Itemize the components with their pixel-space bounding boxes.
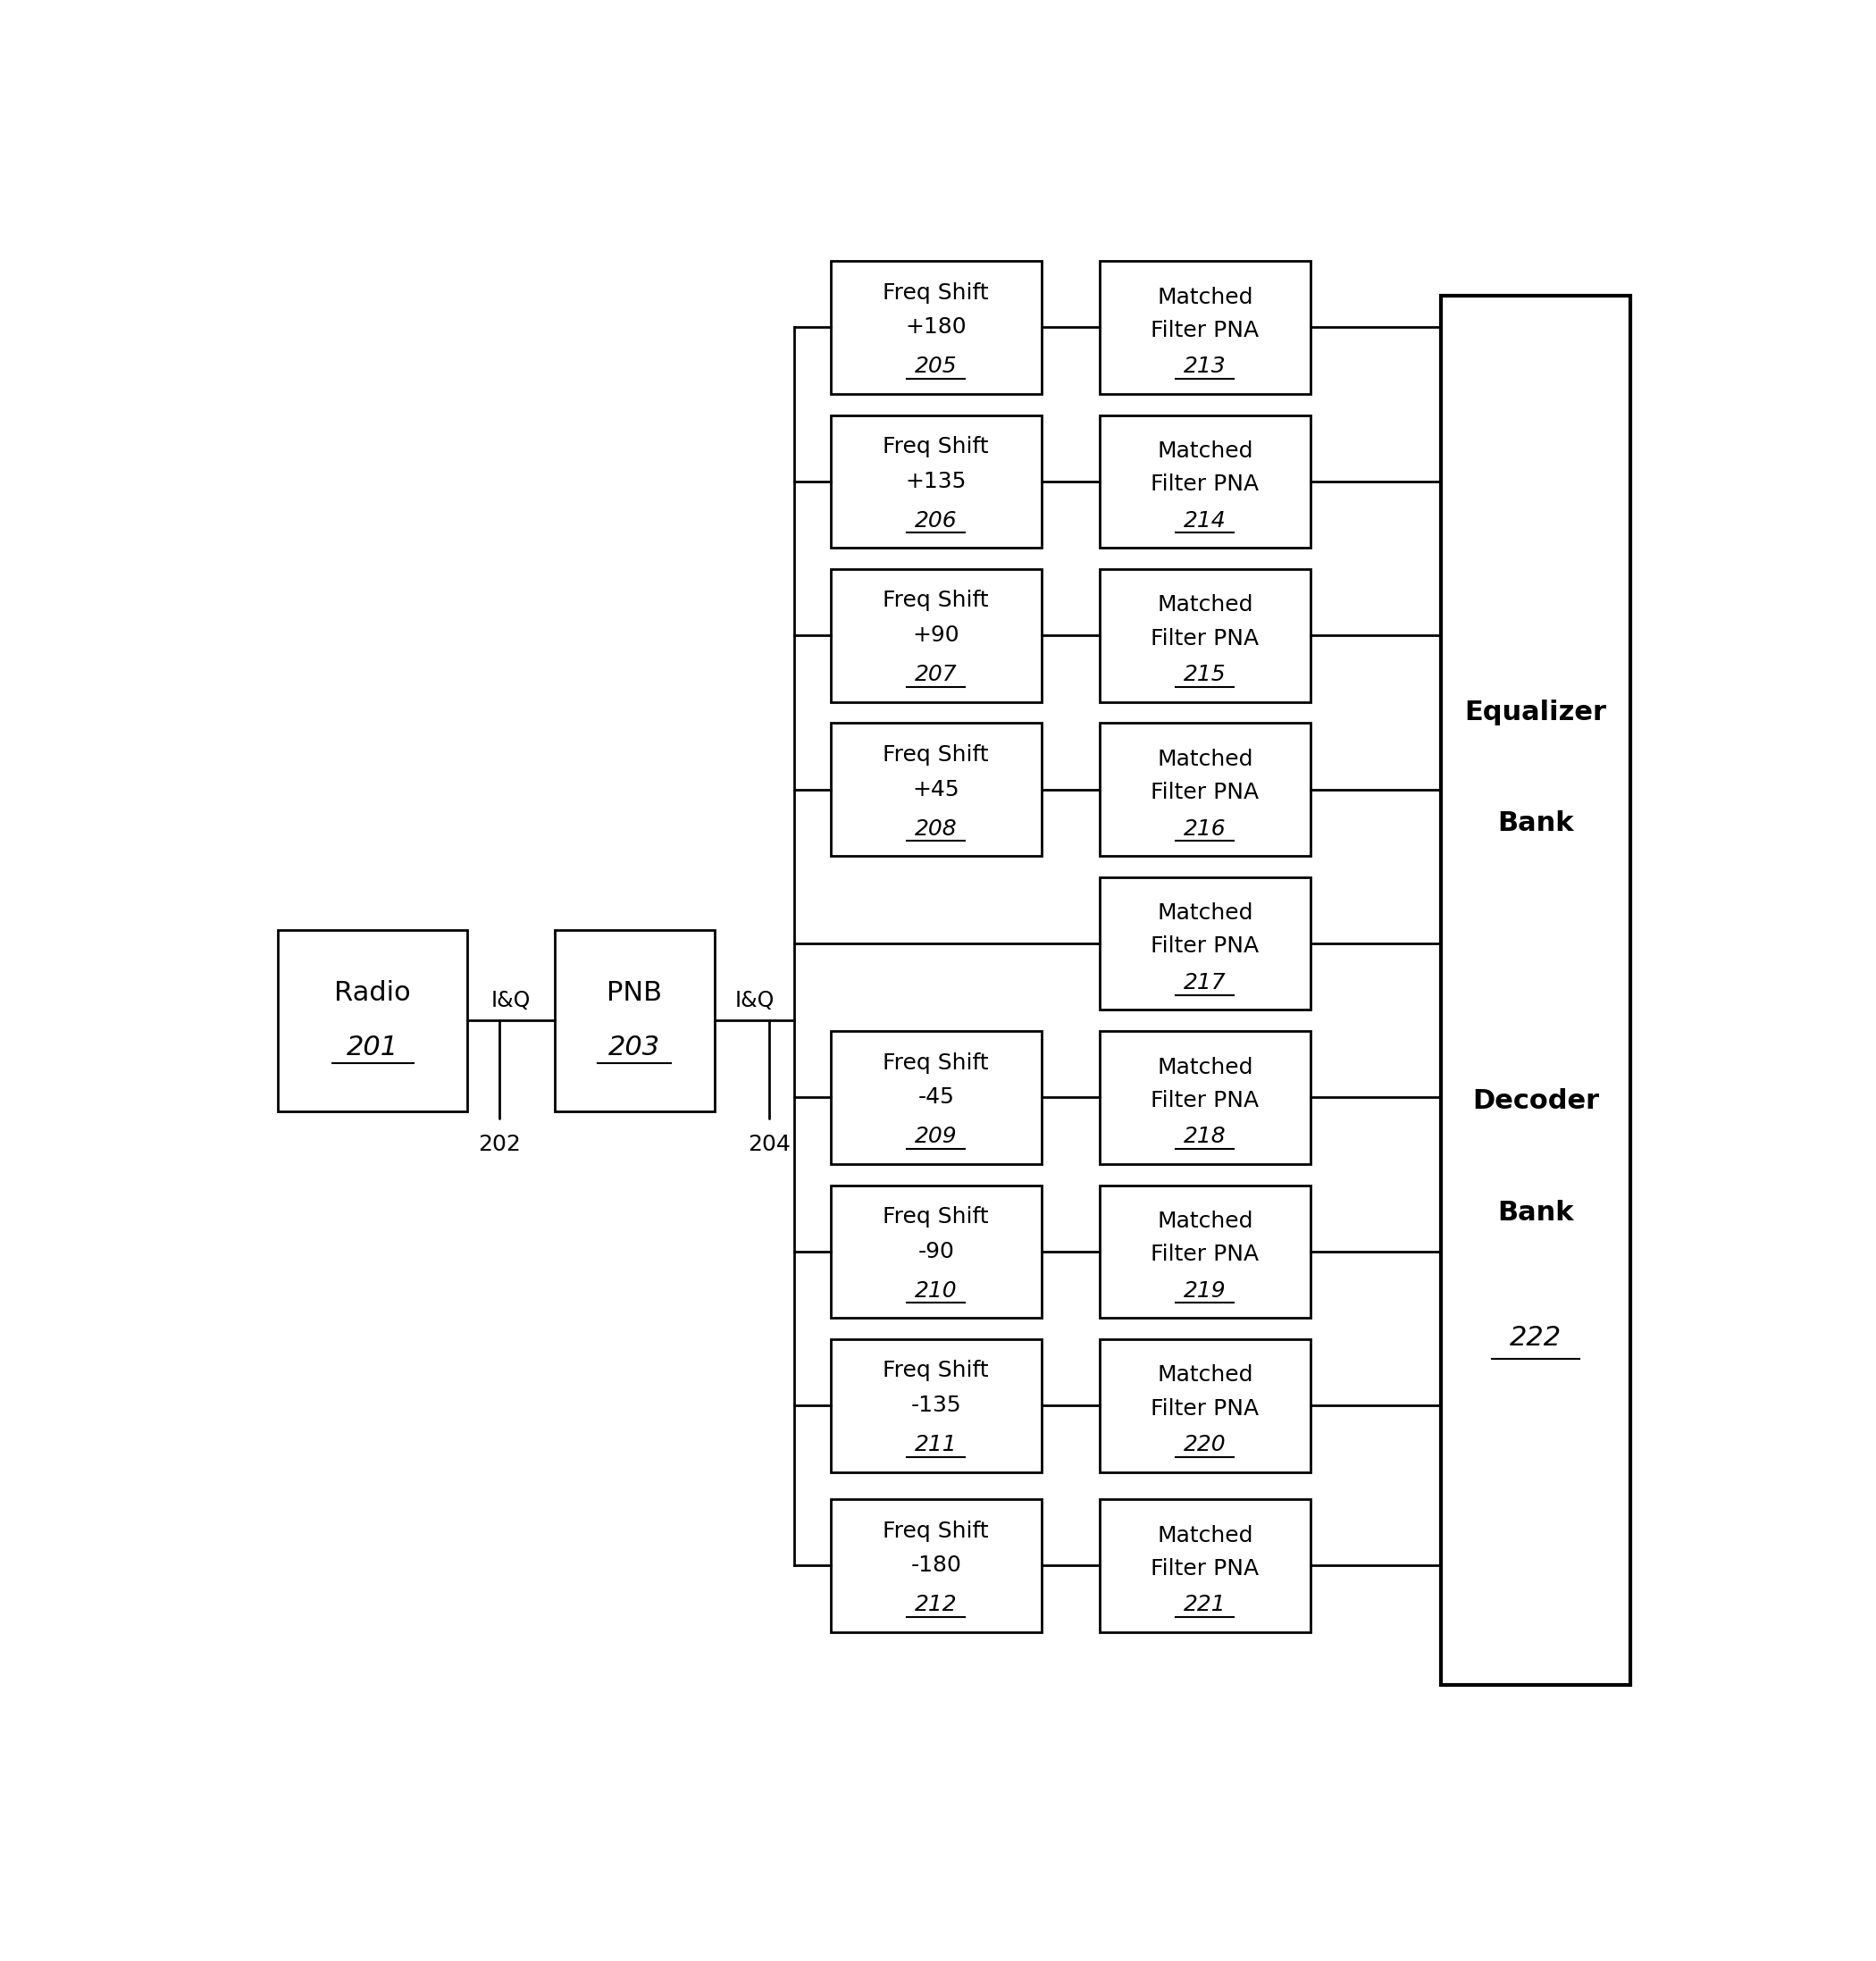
Text: 209: 209: [915, 1126, 957, 1147]
FancyBboxPatch shape: [1099, 1339, 1309, 1473]
FancyBboxPatch shape: [1099, 261, 1309, 394]
Text: 211: 211: [915, 1433, 957, 1455]
Text: +45: +45: [912, 779, 959, 800]
Text: -135: -135: [910, 1394, 961, 1416]
Text: Freq Shift: Freq Shift: [884, 282, 989, 304]
Text: 201: 201: [347, 1035, 398, 1061]
Text: Freq Shift: Freq Shift: [884, 743, 989, 765]
Text: 207: 207: [915, 665, 957, 686]
Text: Equalizer: Equalizer: [1465, 700, 1606, 726]
Text: Filter PNA: Filter PNA: [1150, 1398, 1259, 1420]
FancyBboxPatch shape: [1099, 1031, 1309, 1165]
FancyBboxPatch shape: [555, 930, 715, 1112]
Text: Matched: Matched: [1157, 1526, 1253, 1545]
Text: Freq Shift: Freq Shift: [884, 435, 989, 457]
Text: 222: 222: [1510, 1324, 1561, 1351]
Text: 205: 205: [915, 357, 957, 377]
Text: Matched: Matched: [1157, 594, 1253, 616]
Text: Bank: Bank: [1497, 1200, 1574, 1226]
Text: Filter PNA: Filter PNA: [1150, 320, 1259, 341]
Text: -180: -180: [910, 1555, 961, 1577]
Text: +180: +180: [906, 318, 966, 337]
FancyBboxPatch shape: [831, 1498, 1041, 1632]
Text: 214: 214: [1184, 510, 1227, 531]
FancyBboxPatch shape: [1099, 724, 1309, 855]
Text: 219: 219: [1184, 1281, 1227, 1302]
Text: 203: 203: [608, 1035, 660, 1061]
FancyBboxPatch shape: [831, 1339, 1041, 1473]
Text: 218: 218: [1184, 1126, 1227, 1147]
Text: 213: 213: [1184, 357, 1227, 377]
Text: Freq Shift: Freq Shift: [884, 590, 989, 612]
Text: Matched: Matched: [1157, 1365, 1253, 1386]
Text: Matched: Matched: [1157, 441, 1253, 463]
Text: Filter PNA: Filter PNA: [1150, 1090, 1259, 1112]
Text: Matched: Matched: [1157, 1057, 1253, 1079]
Text: 204: 204: [747, 1133, 790, 1155]
FancyBboxPatch shape: [1099, 877, 1309, 1010]
Text: Matched: Matched: [1157, 286, 1253, 308]
Text: Matched: Matched: [1157, 749, 1253, 771]
FancyBboxPatch shape: [831, 261, 1041, 394]
Text: +90: +90: [912, 626, 959, 647]
Text: Freq Shift: Freq Shift: [884, 1051, 989, 1073]
Text: 206: 206: [915, 510, 957, 531]
FancyBboxPatch shape: [831, 724, 1041, 855]
Text: -90: -90: [917, 1241, 955, 1263]
Text: 217: 217: [1184, 973, 1227, 994]
Text: Freq Shift: Freq Shift: [884, 1361, 989, 1383]
Text: Decoder: Decoder: [1473, 1088, 1598, 1114]
Text: 212: 212: [915, 1594, 957, 1616]
Text: Filter PNA: Filter PNA: [1150, 782, 1259, 804]
Text: I&Q: I&Q: [734, 990, 775, 1012]
Text: Filter PNA: Filter PNA: [1150, 1557, 1259, 1579]
Text: Filter PNA: Filter PNA: [1150, 1243, 1259, 1265]
FancyBboxPatch shape: [1099, 569, 1309, 702]
FancyBboxPatch shape: [831, 1184, 1041, 1318]
Text: +135: +135: [906, 471, 966, 492]
Text: Filter PNA: Filter PNA: [1150, 475, 1259, 496]
Text: Filter PNA: Filter PNA: [1150, 935, 1259, 957]
Text: 202: 202: [478, 1133, 520, 1155]
Text: Bank: Bank: [1497, 810, 1574, 837]
Text: Radio: Radio: [334, 980, 411, 1006]
Text: PNB: PNB: [606, 980, 662, 1006]
FancyBboxPatch shape: [831, 416, 1041, 547]
Text: I&Q: I&Q: [492, 990, 531, 1012]
Text: 210: 210: [915, 1281, 957, 1302]
FancyBboxPatch shape: [831, 569, 1041, 702]
FancyBboxPatch shape: [278, 930, 467, 1112]
Text: 216: 216: [1184, 818, 1227, 839]
Text: Matched: Matched: [1157, 902, 1253, 924]
Text: 208: 208: [915, 818, 957, 839]
FancyBboxPatch shape: [831, 1031, 1041, 1165]
FancyBboxPatch shape: [1099, 1184, 1309, 1318]
Text: -45: -45: [917, 1086, 955, 1108]
Text: Freq Shift: Freq Shift: [884, 1520, 989, 1541]
Text: 215: 215: [1184, 665, 1227, 686]
Text: 221: 221: [1184, 1594, 1227, 1616]
Text: Freq Shift: Freq Shift: [884, 1206, 989, 1228]
FancyBboxPatch shape: [1099, 416, 1309, 547]
Text: 220: 220: [1184, 1433, 1227, 1455]
Text: Filter PNA: Filter PNA: [1150, 628, 1259, 649]
FancyBboxPatch shape: [1441, 296, 1630, 1684]
FancyBboxPatch shape: [1099, 1498, 1309, 1632]
Text: Matched: Matched: [1157, 1210, 1253, 1232]
